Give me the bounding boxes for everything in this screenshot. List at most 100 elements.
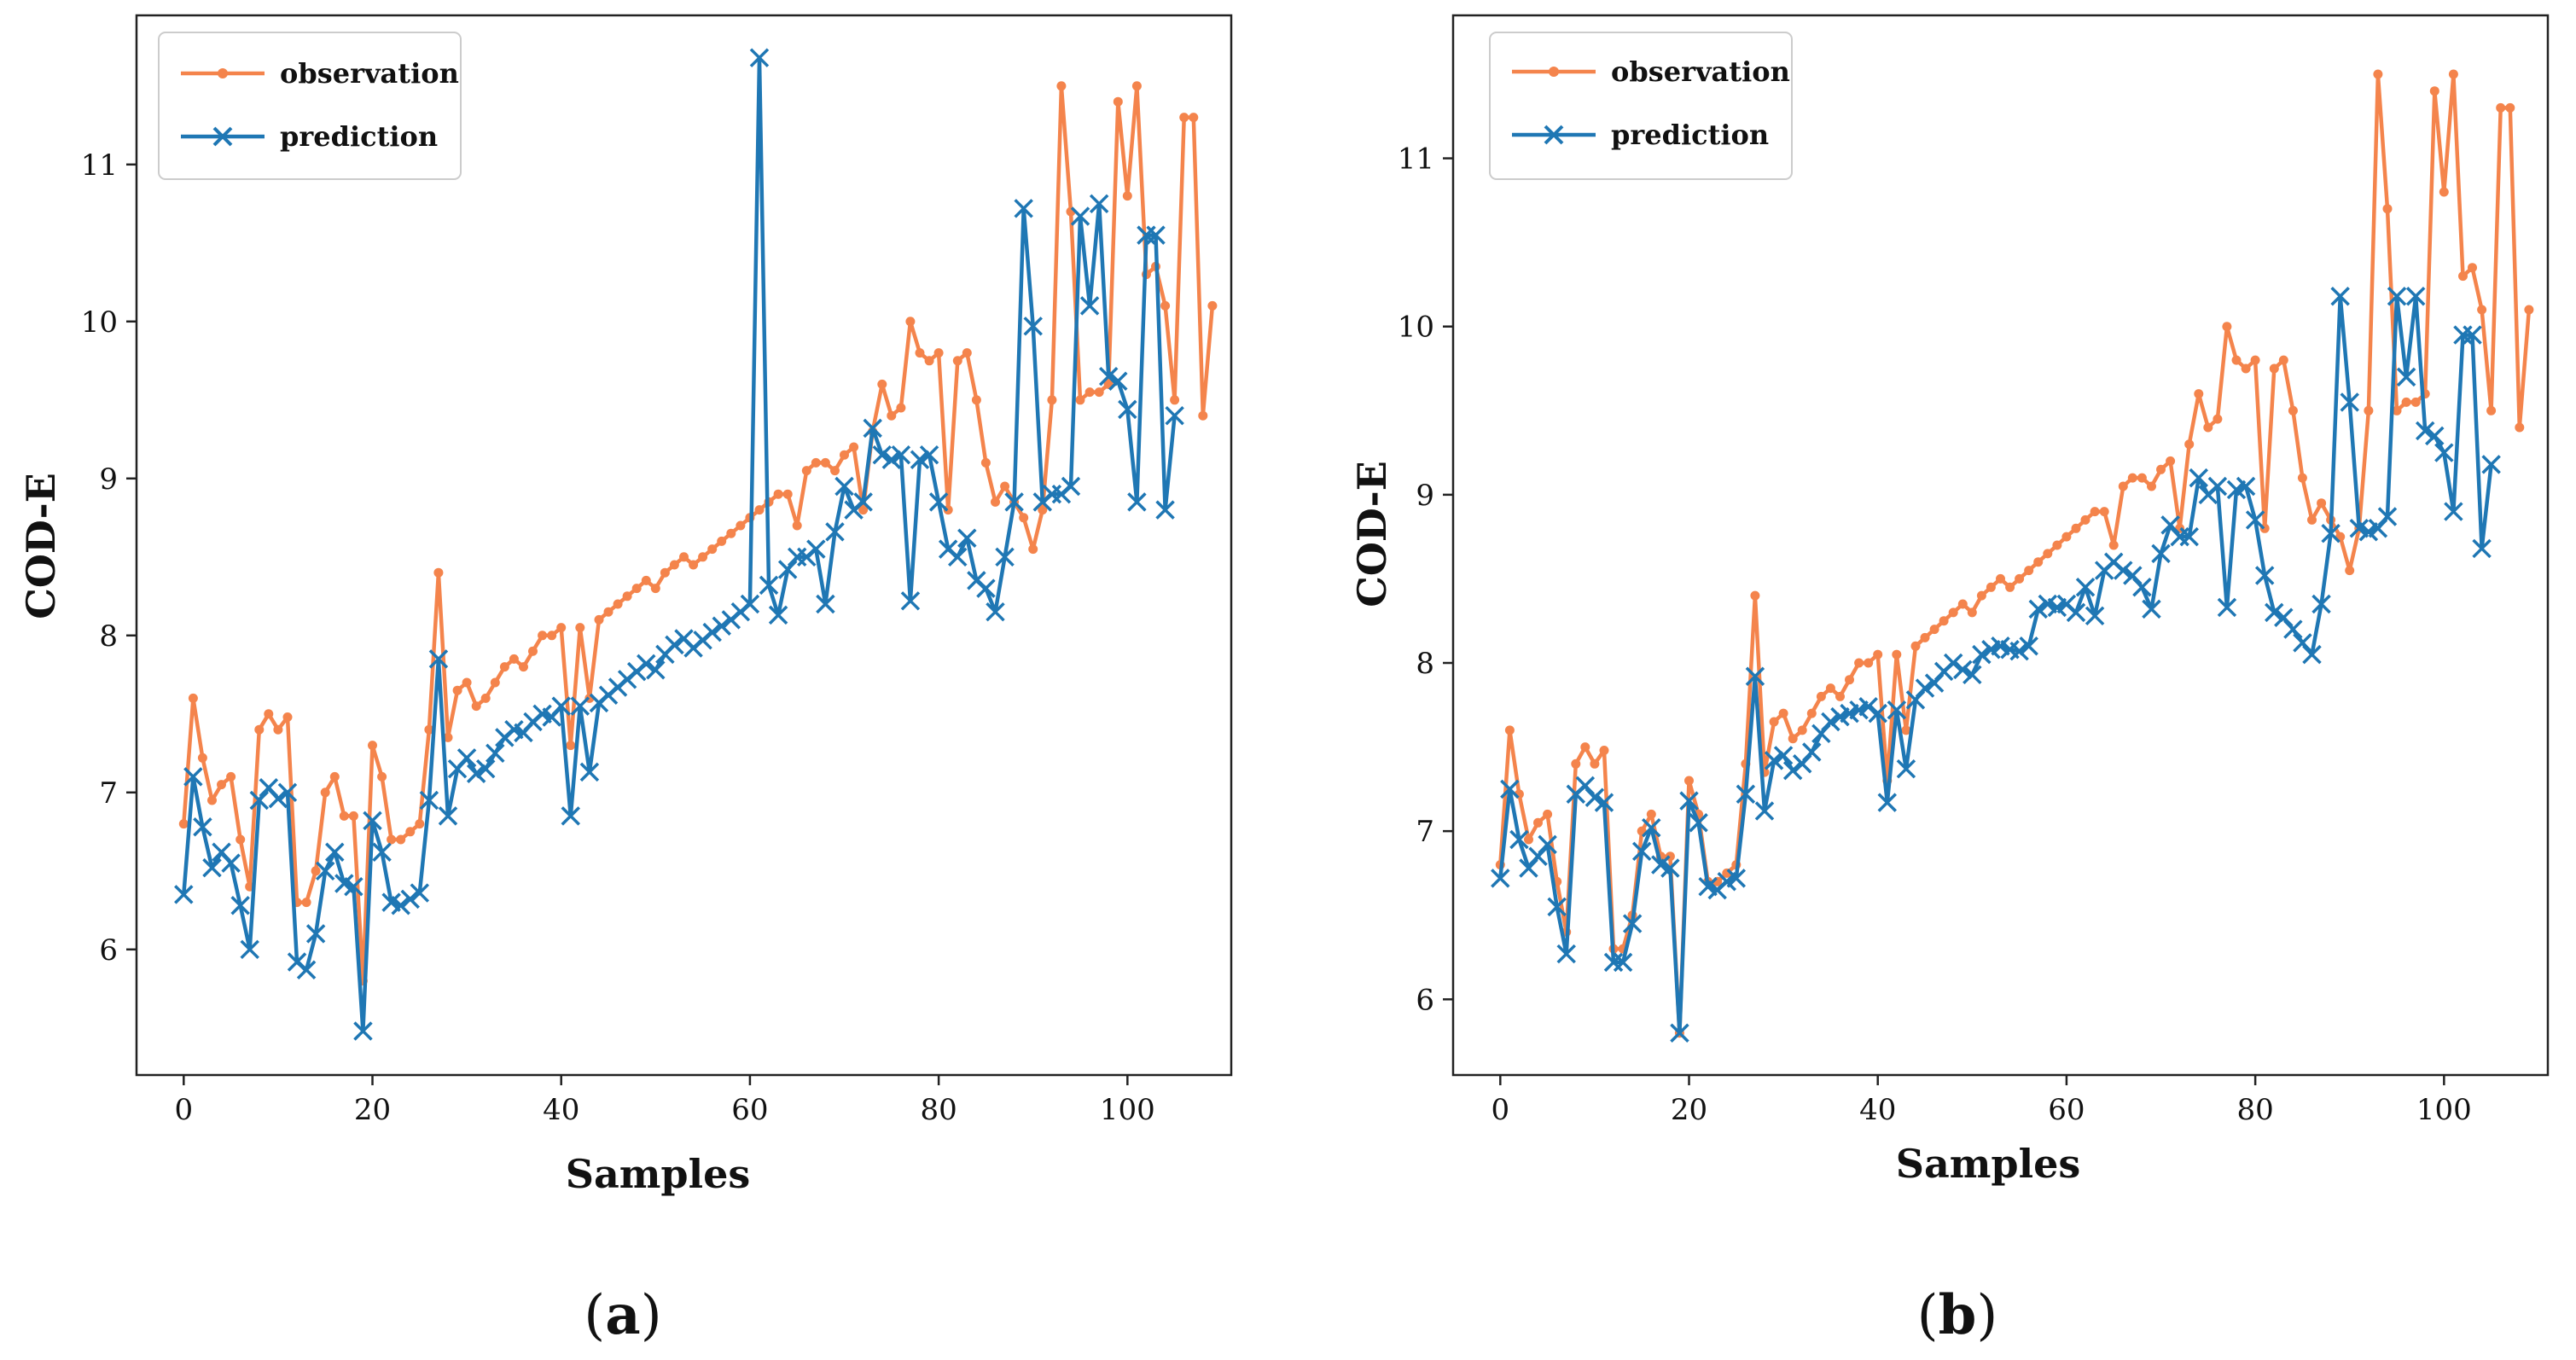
chart-a-prediction-point-32 [475,758,496,779]
chart-a-prediction-point-3 [202,857,222,878]
chart-b-prediction-point-29 [1764,751,1784,770]
chart-a-prediction-point-8 [249,790,270,811]
chart-a-observation-point-4 [217,780,226,790]
chart-a-prediction-point-41 [561,806,581,826]
chart-b-observation-line [1498,72,2532,1035]
chart-a-legend-prediction-label: prediction [280,120,438,153]
chart-a-xtick-label-40: 40 [543,1093,579,1127]
chart-a-observation-point-65 [792,520,802,531]
chart-a-frame [135,14,1233,1077]
chart-a-prediction-point-33 [486,743,505,764]
chart-a-observation-point-31 [471,701,481,712]
chart-b-observation-point-16 [1646,809,1656,819]
chart-b-prediction-point-81 [2254,566,2275,585]
chart-a-observation-point-14 [311,866,321,876]
chart-a-prediction-point-70 [834,476,854,497]
chart-a-observation-point-45 [603,607,613,617]
chart-a-prediction-point-50 [646,660,666,680]
chart-a-prediction-point-2 [193,817,212,837]
chart-b-prediction-point-48 [1943,653,1963,673]
chart-a-legend: observation prediction [158,32,462,180]
chart-b-observation-point-29 [1769,717,1779,727]
chart-b-observation-point-11 [1599,746,1609,755]
chart-a-observation-point-11 [282,712,293,722]
chart-a-observation-point-20 [368,741,377,751]
chart-b-prediction-point-45 [1915,678,1935,698]
chart-a-observation-point-54 [689,560,699,570]
chart-a-ytick-label-11: 11 [81,148,118,183]
chart-a-observation-point-10 [273,724,283,735]
chart-b-ytick-label-9: 9 [1416,479,1434,513]
chart-b-prediction-point-86 [2302,644,2322,665]
chart-a-prediction-point-64 [777,560,798,579]
chart-a-observation-point-37 [528,646,538,656]
chart-b-observation-point-73 [2184,439,2195,450]
chart-b-prediction-point-61 [2066,602,2086,623]
chart-a-observation-point-84 [971,395,981,405]
chart-b-prediction-markers [1491,286,2501,1043]
chart-a-observation-point-82 [952,356,962,366]
chart-b-xtick-label-100: 100 [2416,1093,2472,1127]
chart-b-prediction-point-34 [1811,724,1831,744]
chart-b-legend: observation prediction [1489,32,1793,180]
chart-a-observation-point-3 [207,795,217,805]
chart-b-prediction-point-67 [2123,566,2143,585]
chart-a-prediction-point-26 [419,790,439,811]
chart-b-prediction-point-14 [1622,914,1643,933]
chart-b-prediction-point-57 [2028,599,2048,619]
chart-a-prediction-point-19 [353,1021,373,1041]
chart-a-prediction-point-6 [230,896,250,915]
chart-b-prediction-point-49 [1953,660,1973,680]
chart-b-observation-point-31 [1788,734,1798,744]
chart-a-observation-point-56 [707,544,718,555]
chart-a-ytick-label-6: 6 [99,933,118,968]
chart-a-observation-point-107 [1189,113,1199,123]
chart-a-observation-point-16 [329,771,340,782]
chart-a-ytick-label-7: 7 [99,776,118,811]
chart-a-observation-point-71 [849,442,859,452]
chart-a-observation-point-95 [1075,395,1085,405]
chart-a-prediction-markers [174,48,1184,1041]
chart-b-prediction-point-73 [2179,526,2199,547]
chart-b-prediction-point-43 [1896,758,1916,779]
chart-a-observation-point-8 [254,724,265,735]
chart-b-observation-point-37 [1845,675,1854,685]
chart-a-prediction-point-27 [428,649,449,669]
chart-b-observation-point-44 [1910,641,1921,651]
chart-b-observation-point-97 [2410,397,2421,407]
chart-b-observation-point-68 [2137,473,2147,483]
chart-a-observation-point-40 [556,623,567,633]
chart-a-prediction-point-20 [363,811,382,831]
chart-b-observation-point-40 [1873,649,1883,660]
chart-a-observation-point-6 [236,834,246,845]
chart-a-ytick-label-8: 8 [99,619,118,654]
chart-a-prediction-point-77 [900,591,921,611]
chart-a-observation-point-53 [679,552,689,562]
chart-a-prediction-point-78 [910,450,930,469]
chart-b-legend-observation-marker [1549,67,1559,77]
chart-b-observation-point-105 [2486,405,2497,416]
chart-b-prediction-point-35 [1821,712,1840,732]
chart-a-prediction-point-52 [665,635,684,655]
chart-b-observation-point-78 [2231,355,2242,365]
chart-a-prediction-point-62 [759,575,779,596]
chart-a-observation-point-87 [1000,481,1010,491]
chart-a-prediction-point-82 [948,547,968,567]
chart-a-observation-point-93 [1056,81,1067,91]
chart-b-prediction-point-19 [1670,1023,1689,1043]
chart-b-prediction-point-99 [2425,426,2445,446]
chart-b-observation-point-5 [1543,809,1553,819]
chart-b-prediction-line [1498,294,2493,1035]
chart-a-prediction-point-67 [806,539,826,559]
chart-a-observation-point-72 [858,505,869,515]
chart-b-observation-point-80 [2250,355,2260,365]
chart-b-prediction-point-42 [1887,700,1907,720]
chart-b-prediction-point-90 [2340,392,2359,412]
chart-b-prediction-point-84 [2283,619,2303,639]
chart-a-prediction-point-60 [740,594,760,614]
chart-a-prediction-point-23 [391,896,410,915]
chart-b-observation-point-70 [2156,464,2166,474]
chart-b-observation-point-65 [2108,540,2119,550]
chart-a-prediction-point-96 [1079,296,1100,316]
chart-b-prediction-point-33 [1802,742,1822,762]
